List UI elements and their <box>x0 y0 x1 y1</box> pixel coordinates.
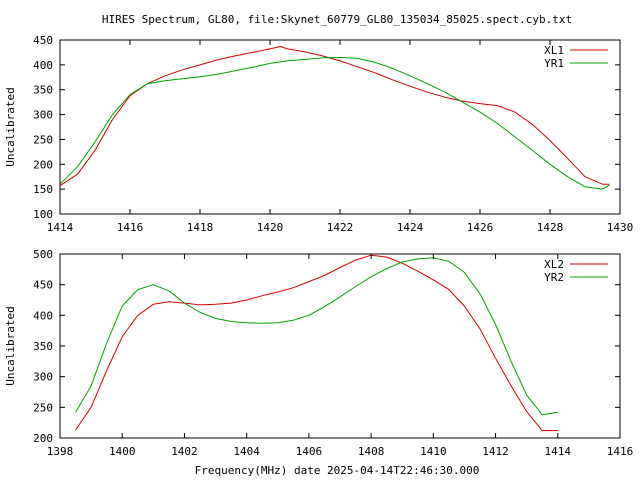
chart-bottom: 1398 1400 1402 1404 1406 1408 1410 1412 1414 1416… <box>4 248 633 458</box>
chart-top-series-yr1-line <box>59 56 610 190</box>
chart-bottom-x-tick-label: 1410 <box>420 445 447 458</box>
chart-bottom-series-xl2-line <box>75 254 558 432</box>
chart-top-y-tick-label: 200 <box>33 158 53 171</box>
chart-bottom-y-tick-label: 350 <box>33 340 53 353</box>
chart-top-x-tick-label: 1414 <box>47 221 74 234</box>
chart-top-y-tick-label: 300 <box>33 109 53 122</box>
chart-top-legend-label-yr1: YR1 <box>544 57 564 70</box>
chart-top: 1414 1416 1418 1420 1422 1424 1426 1428 1430 100 1… <box>4 34 633 234</box>
chart-bottom-y-axis-label: Uncalibrated <box>4 306 17 385</box>
chart-bottom-x-tick-label: 1414 <box>545 445 572 458</box>
chart-bottom-y-tick-label: 300 <box>33 371 53 384</box>
chart-bottom-x-tick-label: 1408 <box>358 445 385 458</box>
chart-bottom-y-tick-label: 500 <box>33 248 53 261</box>
figure-title: HIRES Spectrum, GL80, file:Skynet_60779_… <box>102 13 572 26</box>
chart-top-x-tick-label: 1426 <box>467 221 494 234</box>
chart-bottom-x-tick-label: 1416 <box>607 445 634 458</box>
chart-bottom-y-tick-label: 200 <box>33 432 53 445</box>
chart-top-series <box>59 46 610 190</box>
chart-top-y-tick-label: 350 <box>33 84 53 97</box>
chart-bottom-legend-label-xl2: XL2 <box>544 258 564 271</box>
chart-top-plot-frame <box>59 39 621 215</box>
chart-top-x-tick-label: 1418 <box>187 221 214 234</box>
chart-top-series-xl1-line <box>59 46 610 187</box>
chart-top-x-tick-label: 1420 <box>257 221 284 234</box>
chart-bottom-x-tick-label: 1398 <box>47 445 74 458</box>
chart-top-y-tick-label: 400 <box>33 59 53 72</box>
chart-top-ticks: 1414 1416 1418 1420 1422 1424 1426 1428 1430 100 1… <box>33 34 633 234</box>
chart-top-x-tick-label: 1428 <box>537 221 564 234</box>
chart-bottom-plot-frame <box>59 253 621 439</box>
chart-bottom-series-yr2-line <box>75 257 558 416</box>
chart-bottom-legend-label-yr2: YR2 <box>544 271 564 284</box>
chart-bottom-x-tick-label: 1400 <box>109 445 136 458</box>
chart-bottom-x-tick-label: 1412 <box>482 445 509 458</box>
chart-top-y-tick-label: 150 <box>33 183 53 196</box>
x-axis-label: Frequency(MHz) date 2025-04-14T22:46:30.… <box>195 464 480 477</box>
chart-bottom-y-tick-label: 250 <box>33 401 53 414</box>
chart-top-y-tick-label: 250 <box>33 133 53 146</box>
chart-top-y-tick-label: 100 <box>33 208 53 221</box>
chart-bottom-series <box>75 254 558 432</box>
chart-top-x-tick-label: 1424 <box>397 221 424 234</box>
chart-top-x-tick-label: 1430 <box>607 221 634 234</box>
chart-top-y-tick-label: 450 <box>33 34 53 47</box>
chart-top-legend-label-xl1: XL1 <box>544 44 564 57</box>
chart-bottom-x-tick-label: 1404 <box>233 445 260 458</box>
chart-bottom-x-tick-label: 1406 <box>296 445 323 458</box>
chart-bottom-ticks: 1398 1400 1402 1404 1406 1408 1410 1412 1414 1416… <box>33 248 633 458</box>
chart-top-y-axis-label: Uncalibrated <box>4 87 17 166</box>
chart-top-x-tick-label: 1422 <box>327 221 354 234</box>
chart-bottom-y-tick-label: 450 <box>33 279 53 292</box>
chart-bottom-y-tick-label: 400 <box>33 309 53 322</box>
chart-bottom-x-tick-label: 1402 <box>171 445 198 458</box>
chart-top-x-tick-label: 1416 <box>117 221 144 234</box>
